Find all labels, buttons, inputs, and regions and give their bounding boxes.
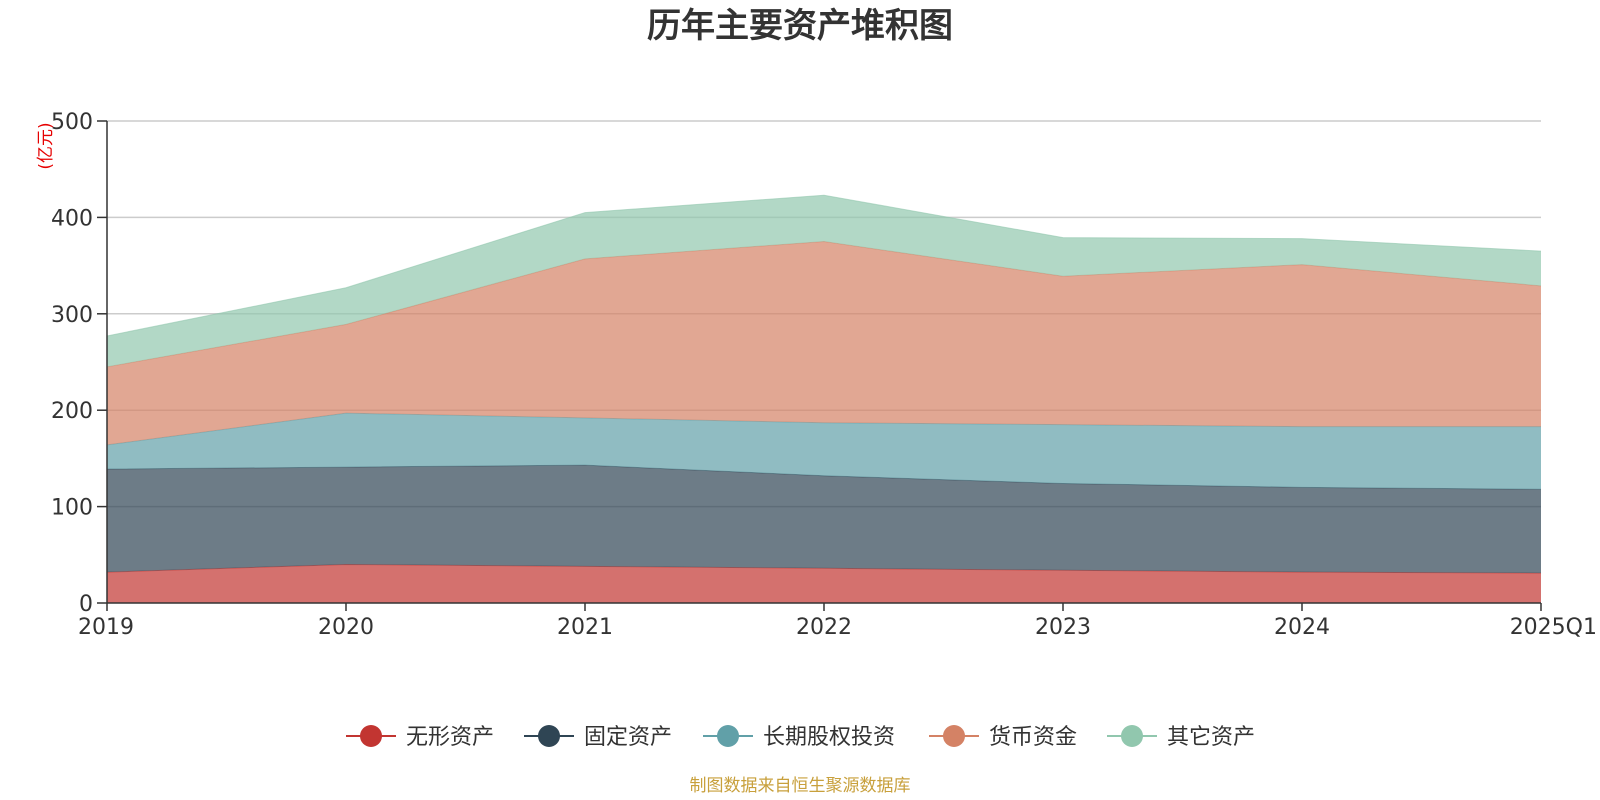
legend-marker-0 xyxy=(360,725,382,747)
legend-marker-4 xyxy=(1121,725,1143,747)
y-tick-label-5: 500 xyxy=(51,110,93,135)
y-tick-label-2: 200 xyxy=(51,399,93,424)
x-tick-label-4: 2023 xyxy=(1035,615,1091,640)
legend-item-1: 固定资产 xyxy=(524,725,672,750)
area-series-0 xyxy=(107,564,1541,603)
legend: 无形资产 固定资产 长期股权投资 货币资金 其它资产 xyxy=(346,725,1255,750)
area-series xyxy=(106,194,1542,603)
legend-label-2: 长期股权投资 xyxy=(763,725,895,750)
y-tick-label-0: 0 xyxy=(79,592,93,617)
y-tick-label-3: 300 xyxy=(51,303,93,328)
x-tick-label-1: 2020 xyxy=(318,615,374,640)
area-edge-4 xyxy=(106,194,1542,337)
legend-item-2: 长期股权投资 xyxy=(703,725,895,750)
x-axis-ticks: 2019 2020 2021 2022 2023 2024 2025Q1 xyxy=(78,603,1597,640)
area-series-2 xyxy=(107,413,1541,490)
x-tick-label-0: 2019 xyxy=(78,615,134,640)
legend-marker-3 xyxy=(943,725,965,747)
legend-label-3: 货币资金 xyxy=(989,725,1077,750)
area-series-1 xyxy=(107,465,1541,574)
x-tick-label-2: 2021 xyxy=(557,615,613,640)
legend-item-0: 无形资产 xyxy=(346,725,494,750)
area-series-3 xyxy=(107,241,1541,445)
legend-label-1: 固定资产 xyxy=(584,725,672,750)
legend-item-4: 其它资产 xyxy=(1107,725,1255,750)
legend-marker-2 xyxy=(717,725,739,747)
chart-title: 历年主要资产堆积图 xyxy=(647,6,953,46)
y-tick-label-1: 100 xyxy=(51,496,93,521)
x-tick-label-6: 2025Q1 xyxy=(1510,615,1597,640)
legend-marker-1 xyxy=(538,725,560,747)
y-tick-label-4: 400 xyxy=(51,206,93,231)
y-axis-unit-label: (亿元) xyxy=(36,122,56,169)
y-axis-ticks: 0 100 200 300 400 500 xyxy=(51,110,107,617)
legend-label-0: 无形资产 xyxy=(406,725,494,750)
legend-label-4: 其它资产 xyxy=(1167,725,1255,750)
x-tick-label-3: 2022 xyxy=(796,615,852,640)
data-source-note: 制图数据来自恒生聚源数据库 xyxy=(690,776,911,796)
legend-item-3: 货币资金 xyxy=(929,725,1077,750)
x-tick-label-5: 2024 xyxy=(1274,615,1330,640)
